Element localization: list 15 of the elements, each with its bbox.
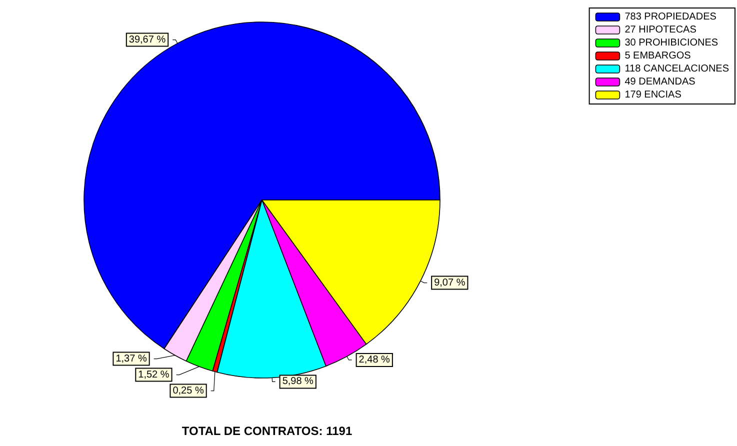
text: 2,48 % [358,354,390,366]
legend-label: 49 DEMANDAS [624,76,696,88]
text: 1,37 % [116,353,147,364]
text: 39,67 % [128,34,166,46]
legend-label: 27 HIPOTECAS [624,24,697,36]
text: TOTAL DE CONTRATOS: 1191 [182,424,352,438]
legend-label: 783 PROPIEDADES [624,12,717,22]
text: 1,52 % [138,369,170,380]
legend-label: 118 CANCELACIONES [624,64,730,74]
legend-label: 179 ENCIAS [624,90,682,100]
legend-label: 30 PROHIBICIONES [624,38,718,48]
text: 0,25 % [172,385,204,396]
text: 5,98 % [282,376,314,388]
text: 9,07 % [434,277,466,288]
legend-label: 5 EMBARGOS [624,50,692,62]
